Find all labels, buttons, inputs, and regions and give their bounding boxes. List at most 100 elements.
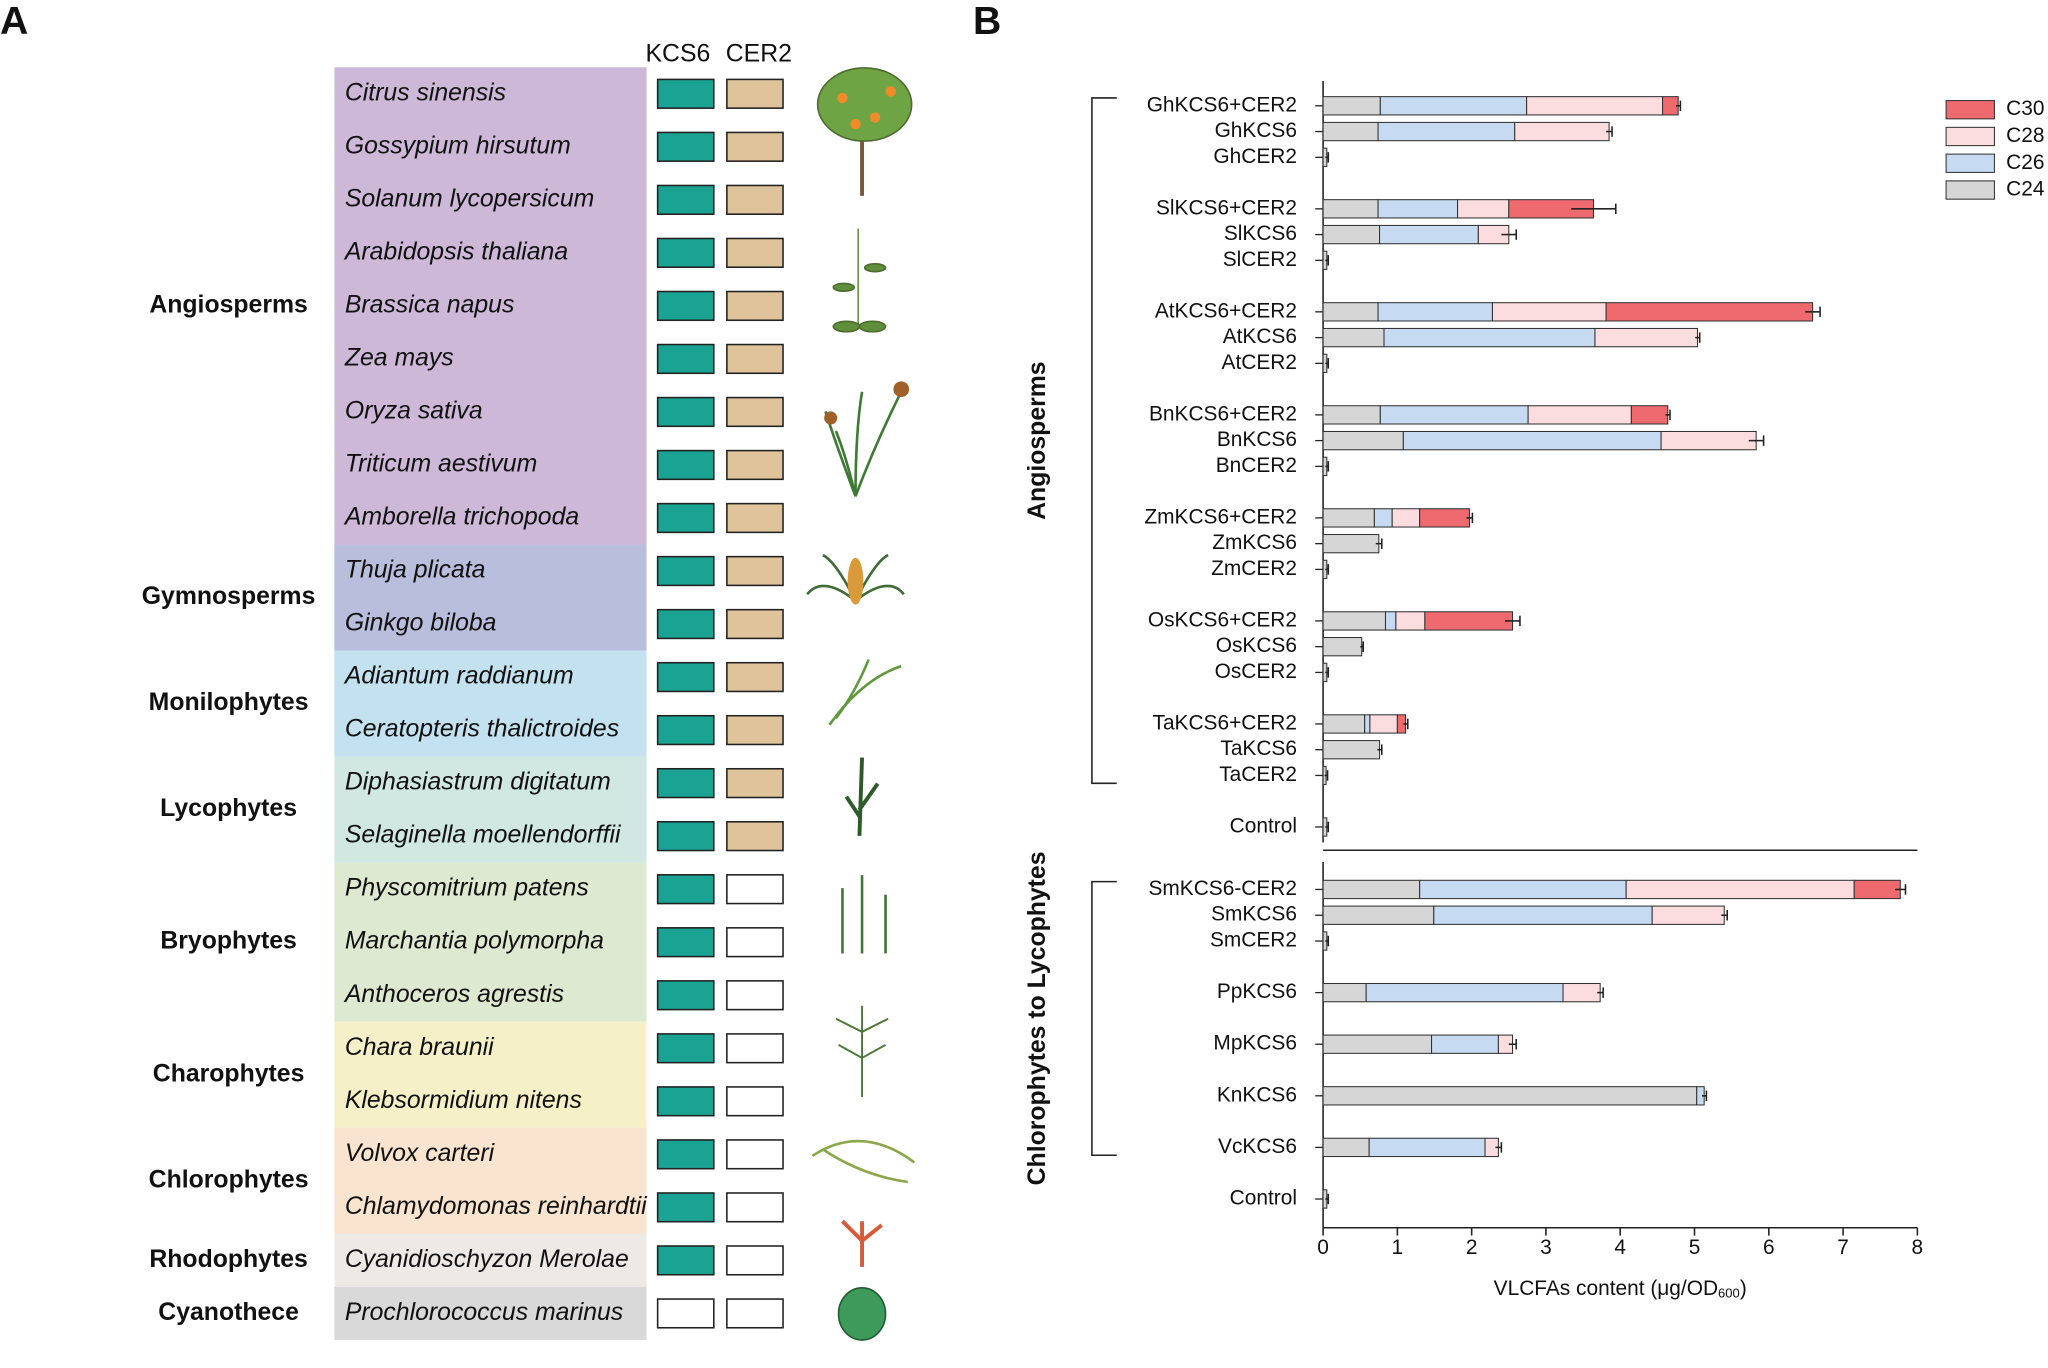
bar-segment [1365, 982, 1564, 1003]
bar-segment [1433, 905, 1653, 925]
error-bar [1675, 100, 1682, 112]
alga-icon [811, 1139, 916, 1184]
bar-segment [1457, 199, 1510, 219]
organism-icons [806, 67, 916, 1341]
x-tick-label: 6 [1763, 1236, 1775, 1259]
cer2-presence [726, 555, 784, 587]
species-name: Chara braunii [345, 1034, 495, 1061]
cer2-presence [726, 131, 784, 162]
bar-segment [1322, 1086, 1698, 1106]
kcs6-presence [656, 1139, 715, 1170]
bar-segment [1605, 302, 1814, 322]
species-name: Gossypium hirsutum [345, 132, 571, 159]
species-name: Citrus sinensis [345, 79, 506, 106]
legend-label: C26 [2006, 151, 2044, 174]
group-band [334, 67, 647, 545]
cer2-presence [726, 184, 784, 215]
kcs6-presence [656, 449, 715, 481]
bar-segment [1419, 508, 1470, 528]
bar-segment [1660, 430, 1757, 451]
category-label: OsKCS6+CER2 [1148, 608, 1297, 631]
category-label: SlKCS6 [1224, 222, 1297, 245]
bar-segment [1424, 611, 1514, 631]
bar-segment [1377, 121, 1516, 142]
species-name: Ginkgo biloba [345, 610, 497, 637]
category-label: ZmCER2 [1211, 557, 1297, 580]
species-name: Zea mays [344, 344, 454, 371]
herb-icon [832, 228, 887, 333]
fern-icon [828, 659, 902, 726]
legend-label: C28 [2006, 124, 2044, 147]
error-bar [1325, 152, 1330, 163]
kcs6-presence [656, 555, 715, 587]
group-label: Chlorophytes [149, 1166, 309, 1193]
bar-segment [1395, 611, 1426, 631]
error-bar [1466, 512, 1474, 524]
error-bar [1325, 461, 1330, 472]
group-band [334, 1286, 647, 1340]
error-bar [1495, 1142, 1503, 1153]
bar-segment [1322, 879, 1421, 900]
legend-swatch [1945, 153, 1995, 173]
species-name: Adiantum raddianum [343, 663, 574, 690]
bar-segment [1377, 302, 1493, 322]
legend-swatch [1945, 126, 1995, 147]
cer2-presence [726, 1033, 784, 1064]
species-name: Chlamydomonas reinhardtii [345, 1193, 648, 1220]
x-axis-title-subscript: 600 [1718, 1286, 1740, 1301]
tree-icon [816, 67, 913, 196]
species-name: Thuja plicata [345, 557, 486, 584]
bar-segment [1322, 96, 1381, 116]
category-label: AtKCS6 [1223, 325, 1297, 348]
bar-segment [1379, 405, 1529, 425]
error-bar [1721, 910, 1728, 921]
bar-segment [1322, 740, 1381, 760]
bar-segment [1526, 96, 1664, 116]
category-label: TaKCS6+CER2 [1153, 711, 1297, 734]
cer2-presence [726, 767, 784, 799]
kcs6-presence [656, 927, 715, 958]
legend-swatch [1945, 100, 1995, 120]
group-label: Cyanothece [158, 1299, 299, 1326]
cycad-icon [806, 553, 905, 605]
species-name: Triticum aestivum [345, 451, 537, 478]
cer2-presence [726, 874, 784, 905]
grass-icon [824, 381, 910, 497]
group-label: Angiosperms [1024, 361, 1051, 519]
cer2-presence [726, 1139, 784, 1170]
kcs6-presence [656, 131, 715, 162]
cer2-presence [726, 1298, 784, 1329]
kcs6-presence [656, 502, 715, 534]
cer2-presence [726, 821, 784, 852]
bar-segment [1379, 224, 1479, 245]
species-name: Selaginella moellendorffii [345, 822, 622, 849]
bar-segment [1853, 879, 1901, 900]
cer2-presence [726, 343, 784, 375]
error-bar [1597, 987, 1604, 998]
x-tick-label: 0 [1317, 1236, 1329, 1259]
x-tick-label: 7 [1837, 1236, 1849, 1259]
category-label: SmCER2 [1210, 929, 1297, 952]
bar-segment [1419, 879, 1627, 900]
group-label: Gymnosperms [142, 583, 316, 610]
bar-segment [1373, 508, 1393, 528]
category-label: OsKCS6 [1216, 634, 1297, 657]
category-label: GhCER2 [1213, 145, 1297, 168]
bar-segment [1491, 302, 1607, 322]
cer2-presence [726, 1245, 784, 1276]
error-bar [1895, 884, 1907, 895]
kcs6-presence [656, 1086, 715, 1117]
category-label: Control [1230, 814, 1297, 837]
category-label: KnKCS6 [1217, 1083, 1297, 1106]
error-bar [1501, 229, 1518, 240]
group-label: Bryophytes [160, 928, 296, 955]
species-name: Amborella trichopoda [343, 504, 579, 531]
bar-segment [1322, 199, 1379, 219]
error-bar [1325, 935, 1330, 947]
cer2-presence [726, 608, 784, 640]
error-bar [1505, 615, 1521, 627]
species-name: Anthoceros agrestis [343, 981, 564, 1008]
category-label: BnKCS6 [1217, 428, 1297, 451]
group-band [334, 1021, 647, 1128]
